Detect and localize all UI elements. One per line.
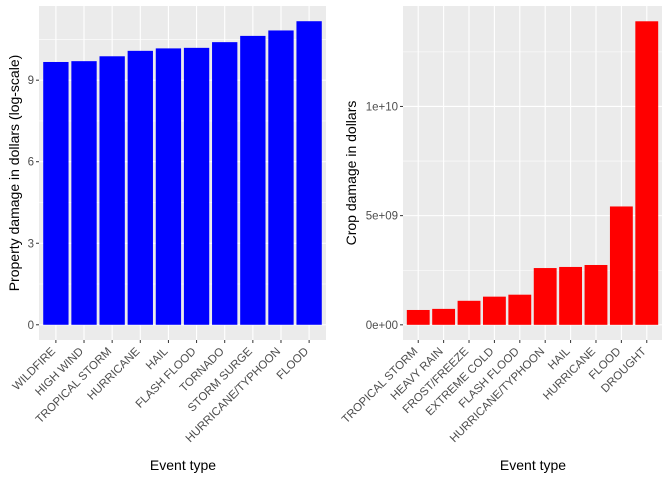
property-bar-flood	[296, 21, 322, 325]
crop-bar-tropical-storm	[406, 309, 430, 325]
property-bar-flash-flood	[183, 47, 210, 325]
property-bar-storm-surge	[240, 35, 266, 325]
property-y-axis-title: Property damage in dollars (log-scale)	[6, 55, 22, 292]
property-bar-high-wind	[71, 61, 97, 325]
property-bar-hurricane	[127, 50, 153, 325]
property-y-tick-label: 3	[28, 238, 34, 250]
crop-bar-hail	[559, 266, 583, 325]
crop-bar-flood	[609, 206, 633, 325]
crop-bar-drought	[635, 21, 659, 325]
crop-x-axis-title: Event type	[500, 457, 566, 473]
crop-y-tick-label: 1e+10	[366, 101, 398, 113]
property-y-tick-label: 9	[28, 75, 34, 87]
crop-bar-heavy-rain	[432, 308, 456, 325]
property-y-tick-label: 0	[28, 320, 34, 332]
crop-y-axis-title: Crop damage in dollars	[343, 101, 359, 246]
property-bar-hurricane-typhoon	[268, 30, 294, 325]
crop-bar-extreme-cold	[482, 296, 506, 325]
crop-bar-frost-freeze	[457, 300, 481, 325]
property-x-axis-title: Event type	[150, 457, 216, 473]
crop-bar-flash-flood	[508, 294, 532, 325]
property-bar-tropical-storm	[99, 56, 125, 325]
property-y-tick-label: 6	[28, 157, 34, 169]
crop-y-tick-label: 0e+00	[366, 320, 398, 332]
crop-bar-hurricane-typhoon	[533, 268, 557, 325]
crop-bar-hurricane	[584, 264, 608, 325]
property-bar-tornado	[212, 42, 238, 325]
property-bar-wildfire	[43, 61, 69, 325]
crop-y-tick-label: 5e+09	[366, 211, 398, 223]
property-x-tick-label: FLOOD	[275, 346, 312, 383]
property-bar-hail	[155, 48, 182, 325]
